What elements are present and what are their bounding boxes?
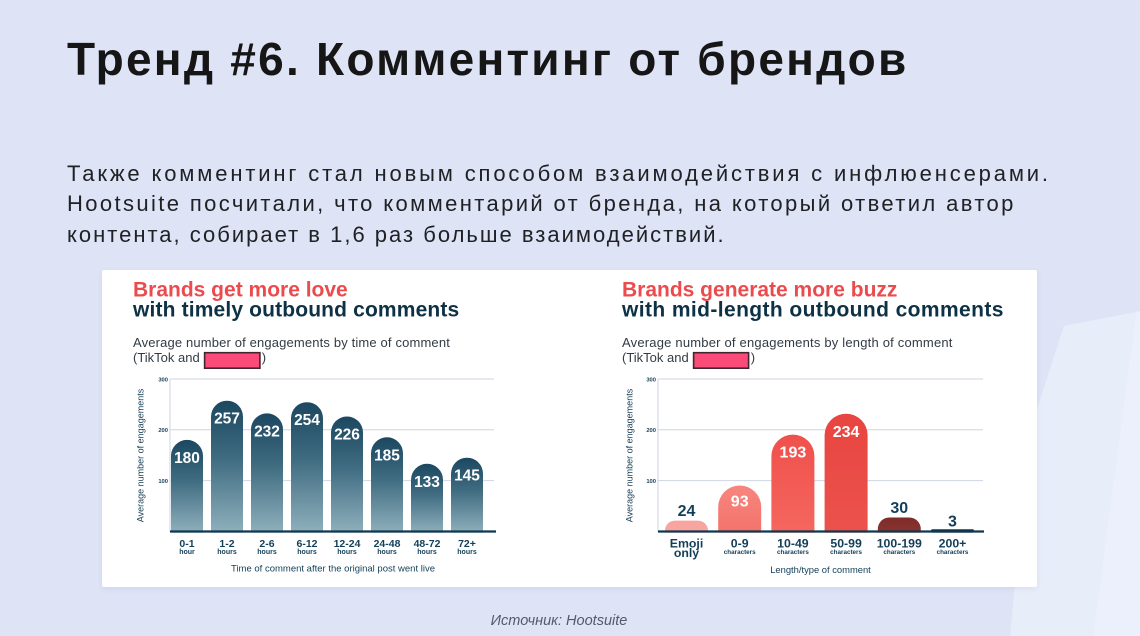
svg-text:characters: characters xyxy=(830,549,862,556)
svg-text:Average number of engagements: Average number of engagements xyxy=(135,388,145,522)
svg-text:hours: hours xyxy=(297,549,317,556)
svg-text:72+: 72+ xyxy=(458,538,476,550)
svg-text:10-49: 10-49 xyxy=(777,536,809,550)
svg-text:24-48: 24-48 xyxy=(374,538,401,550)
svg-text:): ) xyxy=(262,350,266,365)
svg-text:3: 3 xyxy=(948,513,957,530)
svg-text:0-9: 0-9 xyxy=(731,536,749,550)
svg-text:133: 133 xyxy=(414,474,440,491)
svg-text:200+: 200+ xyxy=(939,536,967,550)
svg-text:6-12: 6-12 xyxy=(296,538,317,550)
svg-text:(TikTok and: (TikTok and xyxy=(133,350,200,365)
svg-text:hours: hours xyxy=(217,549,237,556)
svg-text:232: 232 xyxy=(254,423,280,440)
svg-text:hours: hours xyxy=(417,549,437,556)
svg-text:only: only xyxy=(674,546,699,560)
svg-text:Emoji: Emoji xyxy=(670,536,703,550)
svg-text:200: 200 xyxy=(158,428,168,434)
svg-text:185: 185 xyxy=(374,447,400,464)
svg-text:Average number of engagements: Average number of engagements xyxy=(624,388,634,522)
svg-text:hours: hours xyxy=(257,549,277,556)
svg-text:with mid-length outbound comme: with mid-length outbound comments xyxy=(621,299,1004,322)
svg-text:100: 100 xyxy=(158,479,168,485)
svg-text:Brands get more love: Brands get more love xyxy=(133,279,348,302)
svg-text:30: 30 xyxy=(890,500,908,517)
svg-text:145: 145 xyxy=(454,468,480,485)
svg-text:Average number of engagements: Average number of engagements by time of… xyxy=(133,335,450,350)
svg-text:100-199: 100-199 xyxy=(877,536,922,550)
svg-text:Time of comment after the orig: Time of comment after the original post … xyxy=(231,564,435,575)
svg-text:hours: hours xyxy=(337,549,357,556)
svg-text:300: 300 xyxy=(646,377,656,383)
svg-text:100: 100 xyxy=(646,479,656,485)
svg-text:hours: hours xyxy=(457,549,477,556)
svg-text:226: 226 xyxy=(334,427,360,444)
svg-text:193: 193 xyxy=(780,445,807,462)
svg-text:hours: hours xyxy=(377,549,397,556)
svg-text:200: 200 xyxy=(646,428,656,434)
svg-text:hour: hour xyxy=(179,549,195,556)
svg-text:Length/type of comment: Length/type of comment xyxy=(770,564,871,575)
svg-text:254: 254 xyxy=(294,412,320,429)
svg-text:characters: characters xyxy=(883,549,915,556)
svg-text:50-99: 50-99 xyxy=(830,536,862,550)
svg-text:2-6: 2-6 xyxy=(259,538,274,550)
svg-text:93: 93 xyxy=(731,494,749,511)
svg-text:Average number of engagements: Average number of engagements by length … xyxy=(622,335,953,350)
svg-text:12-24: 12-24 xyxy=(334,538,361,550)
svg-text:characters: characters xyxy=(724,549,756,556)
svg-text:characters: characters xyxy=(777,549,809,556)
svg-text:with timely outbound comments: with timely outbound comments xyxy=(132,299,459,322)
svg-text:48-72: 48-72 xyxy=(414,538,441,550)
svg-text:300: 300 xyxy=(158,377,168,383)
svg-text:234: 234 xyxy=(833,424,860,441)
svg-text:180: 180 xyxy=(174,450,200,467)
svg-text:(TikTok and: (TikTok and xyxy=(622,350,689,365)
svg-text:characters: characters xyxy=(937,549,969,556)
svg-text:): ) xyxy=(751,350,755,365)
svg-text:Brands generate more buzz: Brands generate more buzz xyxy=(622,279,897,302)
svg-text:257: 257 xyxy=(214,411,240,428)
svg-text:0-1: 0-1 xyxy=(179,538,194,550)
svg-text:24: 24 xyxy=(678,503,696,520)
svg-text:1-2: 1-2 xyxy=(219,538,234,550)
